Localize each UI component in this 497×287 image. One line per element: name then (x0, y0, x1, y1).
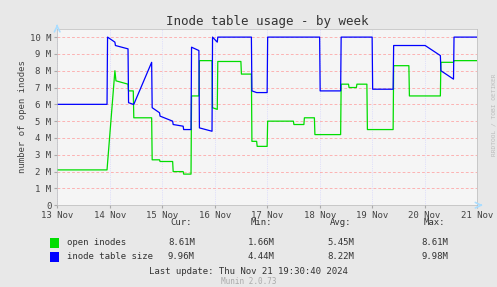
Text: 8.22M: 8.22M (327, 252, 354, 261)
Text: 9.98M: 9.98M (421, 252, 448, 261)
Text: 8.61M: 8.61M (421, 238, 448, 247)
Text: 8.61M: 8.61M (168, 238, 195, 247)
Text: inode table size: inode table size (67, 252, 153, 261)
Text: 4.44M: 4.44M (248, 252, 274, 261)
Text: 1.66M: 1.66M (248, 238, 274, 247)
Text: Cur:: Cur: (170, 218, 192, 227)
Text: Last update: Thu Nov 21 19:30:40 2024: Last update: Thu Nov 21 19:30:40 2024 (149, 267, 348, 276)
Text: RRDTOOL / TOBI OETIKER: RRDTOOL / TOBI OETIKER (491, 73, 496, 156)
Text: Max:: Max: (424, 218, 446, 227)
Text: Avg:: Avg: (330, 218, 351, 227)
Text: open inodes: open inodes (67, 238, 126, 247)
Text: 5.45M: 5.45M (327, 238, 354, 247)
Y-axis label: number of open inodes: number of open inodes (18, 61, 27, 173)
Text: 9.96M: 9.96M (168, 252, 195, 261)
Title: Inode table usage - by week: Inode table usage - by week (166, 15, 368, 28)
Text: Min:: Min: (250, 218, 272, 227)
Text: Munin 2.0.73: Munin 2.0.73 (221, 277, 276, 286)
